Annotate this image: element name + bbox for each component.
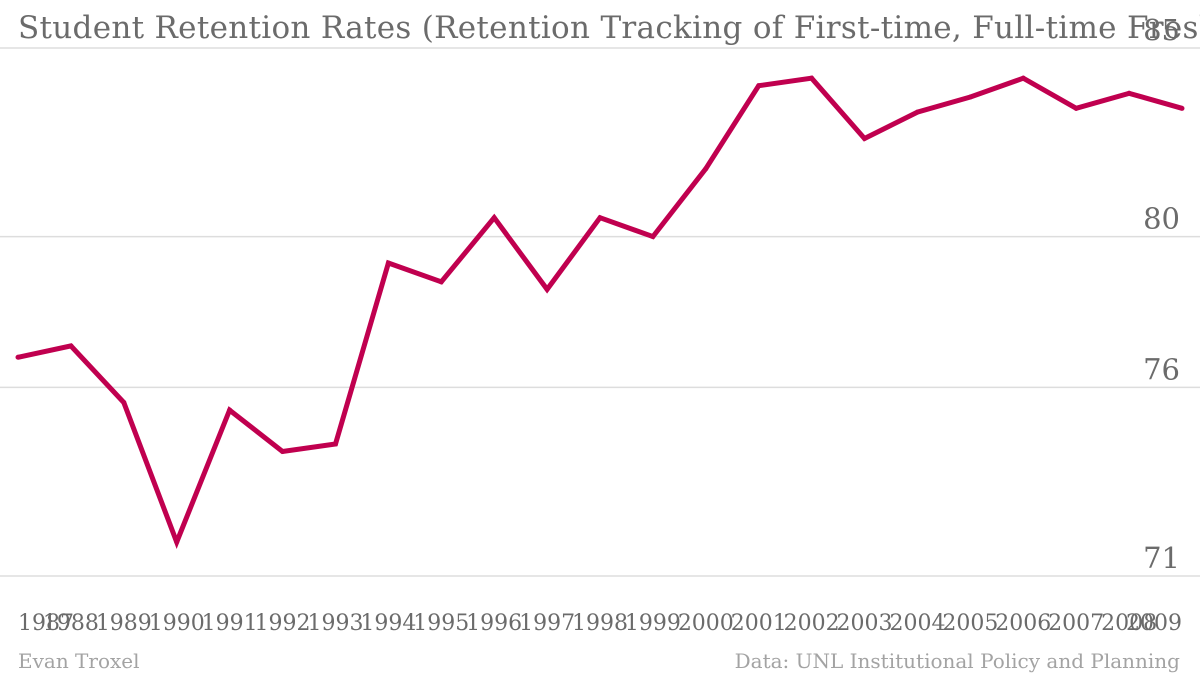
data-point <box>68 343 74 349</box>
y-tick-label: 71 <box>1143 541 1180 575</box>
x-tick-label: 1996 <box>466 611 522 636</box>
data-point <box>597 215 603 221</box>
x-tick-label: 2002 <box>784 611 840 636</box>
x-tick-label: 2001 <box>731 611 787 636</box>
data-point <box>914 109 920 115</box>
x-tick-label: 2006 <box>995 611 1051 636</box>
x-tick-label: 1990 <box>149 611 205 636</box>
x-tick-label: 2009 <box>1126 611 1182 636</box>
data-point <box>227 407 233 413</box>
data-point <box>1020 75 1026 81</box>
x-tick-label: 1994 <box>360 611 416 636</box>
data-point <box>703 166 709 172</box>
data-point <box>1126 90 1132 96</box>
x-tick-label: 1997 <box>519 611 575 636</box>
x-tick-label: 1993 <box>307 611 363 636</box>
data-point <box>967 94 973 100</box>
x-tick-label: 1992 <box>255 611 311 636</box>
data-point <box>385 260 391 266</box>
data-point <box>1179 105 1185 111</box>
data-point <box>121 400 127 406</box>
y-tick-label: 80 <box>1143 202 1180 236</box>
author-credit: Evan Troxel <box>18 649 140 673</box>
data-point <box>332 441 338 447</box>
x-tick-label: 1991 <box>202 611 258 636</box>
x-tick-label: 2004 <box>889 611 945 636</box>
data-point <box>280 449 286 455</box>
y-axis-tick-labels: 71 76 80 85 <box>1143 13 1180 575</box>
data-point <box>809 75 815 81</box>
data-point <box>15 354 21 360</box>
x-tick-label: 1989 <box>96 611 152 636</box>
data-source-credit: Data: UNL Institutional Policy and Plann… <box>734 649 1180 673</box>
x-tick-label: 2003 <box>837 611 893 636</box>
y-tick-label: 85 <box>1143 13 1180 47</box>
series-line <box>17 75 1183 549</box>
x-tick-label: 2000 <box>678 611 734 636</box>
gridlines <box>0 47 1200 577</box>
data-point <box>544 286 550 292</box>
x-tick-label: 2007 <box>1048 611 1104 636</box>
data-point <box>174 539 180 545</box>
data-point <box>650 234 656 240</box>
data-point <box>1073 105 1079 111</box>
x-tick-label: 1999 <box>625 611 681 636</box>
chart-title: Student Retention Rates (Retention Track… <box>18 10 1200 46</box>
x-tick-label: 2005 <box>942 611 998 636</box>
data-point <box>491 215 497 221</box>
data-point <box>862 136 868 142</box>
data-point <box>438 279 444 285</box>
x-axis-tick-labels: 1987198819891990199119921993199419951996… <box>18 611 1182 636</box>
data-point <box>756 83 762 89</box>
x-tick-label: 2008 <box>1101 611 1157 636</box>
series-lines <box>15 75 1185 549</box>
y-tick-label: 76 <box>1143 352 1180 386</box>
x-tick-label: 1988 <box>43 611 99 636</box>
x-tick-label: 1987 <box>18 611 74 636</box>
x-tick-label: 1998 <box>572 611 628 636</box>
x-tick-label: 1995 <box>413 611 469 636</box>
